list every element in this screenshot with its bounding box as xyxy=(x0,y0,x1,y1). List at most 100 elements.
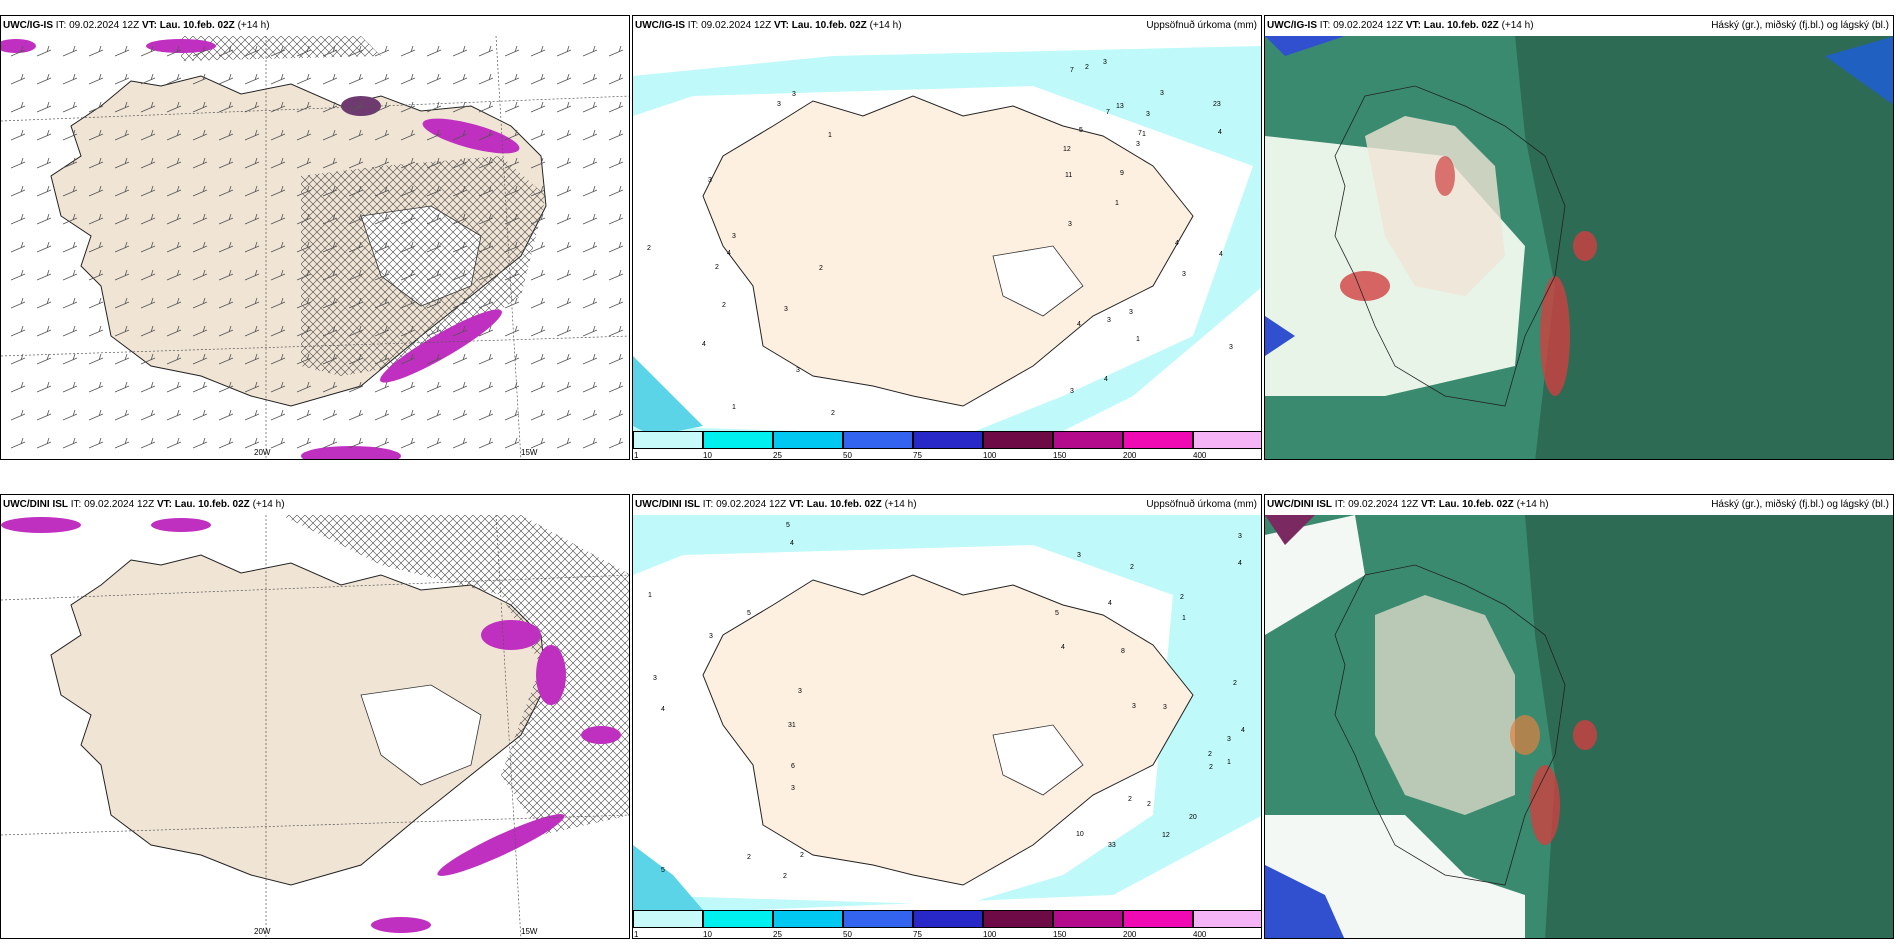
wind-barb xyxy=(114,185,130,197)
wind-barb xyxy=(322,325,338,337)
cbar-tick: 25 xyxy=(773,451,782,460)
wind-barb xyxy=(166,73,182,85)
wind-barb xyxy=(88,185,104,197)
wind-barb xyxy=(374,325,390,337)
wind-barb xyxy=(608,269,624,281)
panel-clouds-dini: UWC/DINI ISL IT: 09.02.2024 12Z VT: Lau.… xyxy=(1264,494,1894,939)
precip-label: 31 xyxy=(788,722,796,729)
wind-barb xyxy=(10,157,26,169)
wind-barb xyxy=(140,129,156,141)
wind-barb xyxy=(504,353,520,365)
wind-barb xyxy=(296,409,312,421)
wind-barb xyxy=(608,185,624,197)
wind-barb xyxy=(62,353,78,365)
wind-barb xyxy=(244,241,260,253)
wind-barb xyxy=(374,437,390,449)
panel-header: UWC/DINI ISL IT: 09.02.2024 12Z VT: Lau.… xyxy=(635,499,917,510)
wind-barb xyxy=(114,437,130,449)
wind-barb xyxy=(608,409,624,421)
precip-label: 10 xyxy=(1076,831,1084,838)
wind-barb xyxy=(218,157,234,169)
wind-barb xyxy=(374,353,390,365)
precip-label: 3 xyxy=(1129,309,1133,316)
wind-barb xyxy=(140,45,156,57)
wind-barb xyxy=(218,269,234,281)
precip-label: 3 xyxy=(1068,221,1072,228)
wind-barb xyxy=(192,157,208,169)
cbar-tick: 150 xyxy=(1053,451,1067,460)
panel-title-right: Uppsöfnuð úrkoma (mm) xyxy=(1146,20,1257,31)
wind-barb xyxy=(218,325,234,337)
wind-barb xyxy=(348,213,364,225)
precip-label: 7 xyxy=(1106,109,1110,116)
wind-barb xyxy=(426,269,442,281)
wind-barb xyxy=(166,157,182,169)
precip-label: 4 xyxy=(790,540,794,547)
wind-barb xyxy=(608,129,624,141)
wind-barb xyxy=(400,101,416,113)
wind-barb xyxy=(322,409,338,421)
wind-barb xyxy=(166,185,182,197)
precip-label: 3 xyxy=(792,91,796,98)
precip-label: 7 xyxy=(1070,67,1074,74)
wind-barb xyxy=(400,297,416,309)
wind-barb xyxy=(478,353,494,365)
wind-barb xyxy=(322,73,338,85)
wind-barb xyxy=(452,269,468,281)
precip-label: 4 xyxy=(1108,600,1112,607)
wind-barb xyxy=(504,269,520,281)
wind-barb xyxy=(504,437,520,449)
wind-barb xyxy=(140,185,156,197)
wind-barb xyxy=(530,101,546,113)
wind-barb xyxy=(556,297,572,309)
wind-barb xyxy=(322,129,338,141)
wind-barb xyxy=(608,73,624,85)
wind-barb xyxy=(530,325,546,337)
wind-barb xyxy=(88,73,104,85)
wind-barb xyxy=(426,73,442,85)
wind-barb xyxy=(400,213,416,225)
wind-barb xyxy=(478,213,494,225)
wind-barb xyxy=(608,297,624,309)
wind-barb xyxy=(88,241,104,253)
wind-barb xyxy=(114,73,130,85)
wind-barb xyxy=(478,381,494,393)
precip-label: 3 xyxy=(709,633,713,640)
wind-barb xyxy=(192,325,208,337)
wind-barb xyxy=(322,269,338,281)
wind-barb xyxy=(88,297,104,309)
panel-title-right: Uppsöfnuð úrkoma (mm) xyxy=(1146,499,1257,510)
panel-header: UWC/DINI ISL IT: 09.02.2024 12Z VT: Lau.… xyxy=(1267,499,1549,510)
wind-precip-map xyxy=(1,36,629,459)
wind-barb xyxy=(36,185,52,197)
precip-label: 3 xyxy=(1146,111,1150,118)
precip-label: 3 xyxy=(1132,703,1136,710)
wind-barb xyxy=(556,213,572,225)
wind-barb xyxy=(114,269,130,281)
wind-barb xyxy=(192,129,208,141)
wind-barb xyxy=(218,101,234,113)
wind-barb xyxy=(244,157,260,169)
wind-barb xyxy=(166,353,182,365)
wind-barb xyxy=(556,381,572,393)
wind-barb xyxy=(504,409,520,421)
cbar-tick: 100 xyxy=(983,930,997,939)
wind-barb xyxy=(530,185,546,197)
wind-barb xyxy=(608,325,624,337)
wind-barb xyxy=(192,213,208,225)
wind-barb xyxy=(88,101,104,113)
panel-wind-dini: UWC/DINI ISL IT: 09.02.2024 12Z VT: Lau.… xyxy=(0,494,630,939)
wind-barb xyxy=(88,269,104,281)
wind-barb xyxy=(426,213,442,225)
panel-wind-igis: UWC/IG-IS IT: 09.02.2024 12Z VT: Lau. 10… xyxy=(0,15,630,460)
wind-barb xyxy=(348,269,364,281)
wind-barb xyxy=(504,325,520,337)
wind-barb xyxy=(192,437,208,449)
axis-label-15w: 15W xyxy=(521,448,538,457)
wind-barb xyxy=(36,325,52,337)
wind-barb xyxy=(10,381,26,393)
wind-barb xyxy=(582,185,598,197)
precip-label: 12 xyxy=(1162,832,1170,839)
wind-barb xyxy=(478,73,494,85)
